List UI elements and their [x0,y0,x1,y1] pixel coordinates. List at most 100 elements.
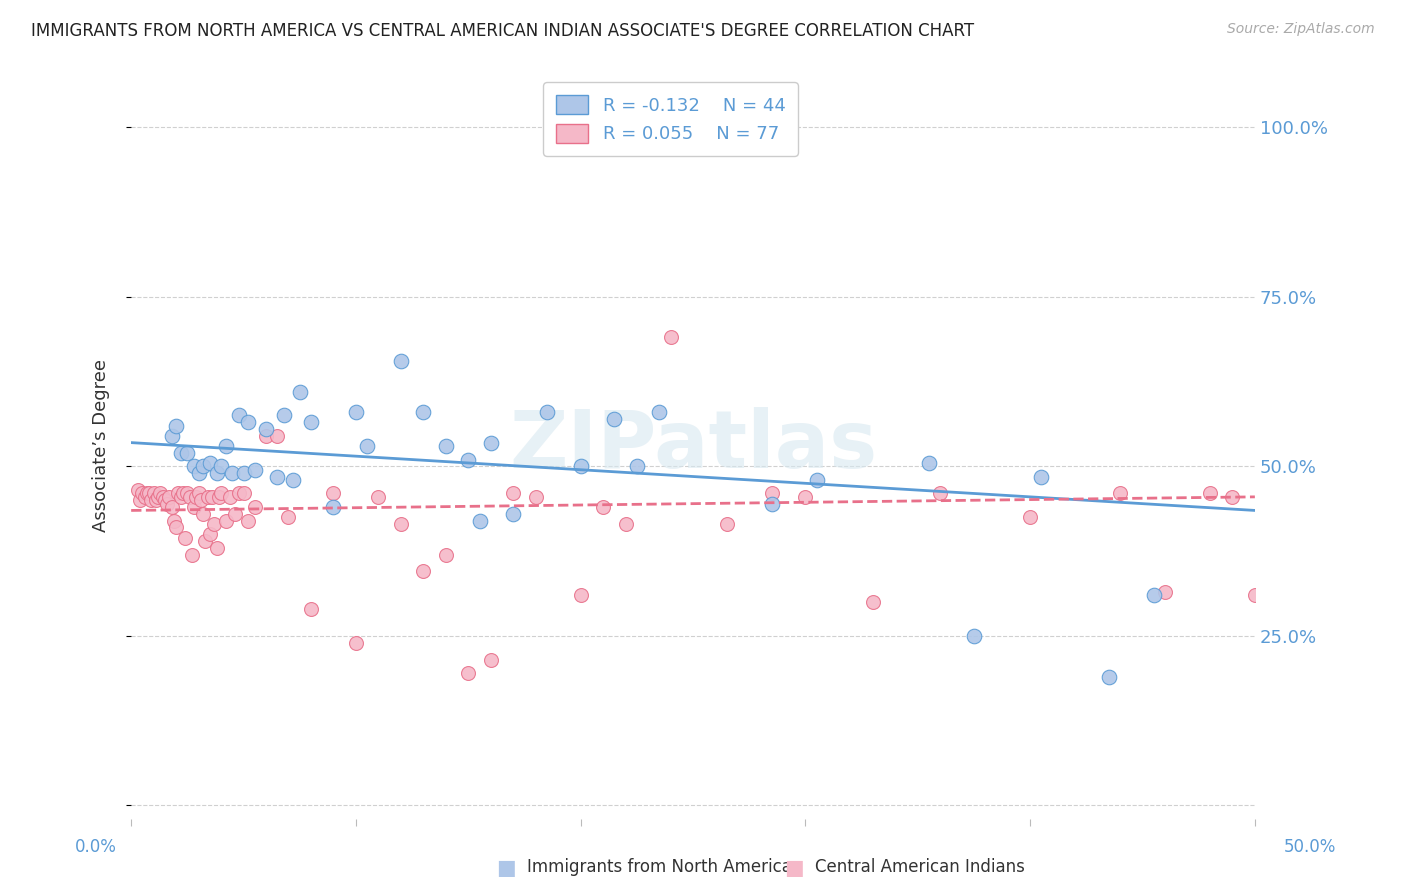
Point [187,486,209,500]
Point [963,629,986,643]
Point [344,405,367,419]
Point [205,466,228,480]
Point [131,486,153,500]
Point [322,486,344,500]
Point [191,459,214,474]
Text: IMMIGRANTS FROM NORTH AMERICA VS CENTRAL AMERICAN INDIAN ASSOCIATE'S DEGREE CORR: IMMIGRANTS FROM NORTH AMERICA VS CENTRAL… [31,22,974,40]
Point [135,486,157,500]
Point [127,483,149,497]
Text: Central American Indians: Central American Indians [815,858,1025,876]
Point [194,533,217,548]
Text: ■: ■ [496,858,516,878]
Point [626,459,648,474]
Point [219,490,242,504]
Point [198,527,221,541]
Point [356,439,378,453]
Point [1199,486,1222,500]
Point [129,493,152,508]
Text: Immigrants from North America: Immigrants from North America [527,858,792,876]
Point [254,422,277,436]
Point [153,493,176,508]
Point [142,486,165,500]
Point [149,486,172,500]
Point [569,588,592,602]
Point [232,466,254,480]
Point [569,459,592,474]
Point [389,354,412,368]
Point [1154,584,1177,599]
Point [201,490,224,504]
Point [167,486,190,500]
Point [205,541,228,555]
Point [761,486,783,500]
Point [1244,588,1267,602]
Y-axis label: Associate’s Degree: Associate’s Degree [93,359,110,533]
Point [145,493,167,508]
Point [176,446,198,460]
Point [243,500,266,514]
Text: ■: ■ [785,858,804,878]
Point [190,493,212,508]
Point [180,548,202,562]
Point [160,429,183,443]
Point [165,418,187,433]
Point [176,486,198,500]
Point [862,595,884,609]
Point [209,459,232,474]
Point [592,500,614,514]
Point [322,500,344,514]
Point [187,466,209,480]
Point [648,405,671,419]
Point [224,507,246,521]
Point [134,490,156,504]
Point [198,456,221,470]
Point [266,429,288,443]
Point [179,490,201,504]
Point [479,435,502,450]
Point [208,490,231,504]
Point [412,565,434,579]
Text: ZIPatlas: ZIPatlas [509,407,877,485]
Point [659,330,682,344]
Point [138,486,160,500]
Point [152,490,174,504]
Point [202,516,225,531]
Point [288,384,311,399]
Point [266,469,288,483]
Point [197,490,219,504]
Text: 0.0%: 0.0% [75,838,117,856]
Point [214,439,236,453]
Point [524,490,547,504]
Point [1031,469,1053,483]
Point [299,415,322,429]
Point [1265,486,1288,500]
Point [614,516,637,531]
Point [806,473,828,487]
Point [434,439,457,453]
Text: Source: ZipAtlas.com: Source: ZipAtlas.com [1227,22,1375,37]
Point [502,507,524,521]
Point [141,493,163,508]
Point [468,514,491,528]
Point [209,486,232,500]
Point [146,490,169,504]
Point [172,486,194,500]
Point [169,446,191,460]
Point [1109,486,1132,500]
Point [299,601,322,615]
Point [389,516,412,531]
Point [1222,490,1244,504]
Point [254,429,277,443]
Point [603,412,626,426]
Point [457,452,479,467]
Point [412,405,434,419]
Point [228,409,250,423]
Point [243,463,266,477]
Point [344,635,367,649]
Point [186,490,208,504]
Point [273,409,295,423]
Point [918,456,941,470]
Point [716,516,738,531]
Point [165,520,187,534]
Point [160,500,183,514]
